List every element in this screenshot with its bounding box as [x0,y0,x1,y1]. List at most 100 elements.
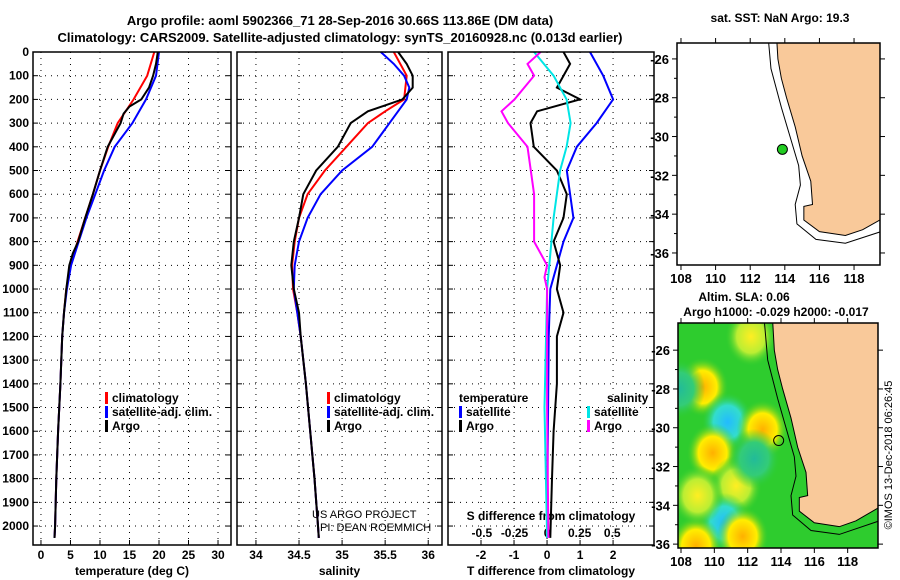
lat-tick-label: -26 [650,52,669,67]
series-line-temperature-satellite [546,51,615,538]
x-tick-label: 20 [152,548,166,562]
lat-tick-label: -30 [650,130,669,145]
s-tick-label: 0.5 [604,526,621,540]
sla-map-subtitle: Argo h1000: -0.029 h2000: -0.017 [683,305,869,319]
sla-anomaly-teal [728,428,781,489]
lat-tick-label: -32 [650,168,669,183]
y-tick-label: 1200 [2,329,29,343]
lon-tick-label: 112 [737,554,758,569]
lon-tick-label: 116 [804,554,825,569]
lat-tick-label: -30 [651,421,670,436]
x-tick-label: 25 [182,548,196,562]
y-tick-label: 0 [22,45,29,59]
lon-tick-label: 114 [774,271,796,286]
y-tick-label: 200 [9,92,29,106]
sla-anomaly-mid [678,465,724,526]
x-tick-label: 35 [335,548,349,562]
sla-anomaly-teal [678,358,706,419]
map-content [677,43,880,265]
lat-tick-label: -28 [651,382,670,397]
lat-tick-label: -26 [651,343,670,358]
legend-label: Argo [466,419,494,433]
bathymetry-contour [768,43,880,244]
panel-salinity: 34 34.5 35 35.5 36 salinity climatologysatelli… [236,51,443,578]
x-tick-label: 0 [544,548,551,562]
x-tick-label: 30 [211,548,225,562]
lon-tick-label: 118 [837,554,858,569]
plot-frame [236,51,443,546]
map-content [678,323,878,548]
lon-tick-label: 110 [704,554,725,569]
y-tick-label: 500 [9,164,29,178]
x-axis-label: salinity [319,564,361,578]
legend-swatch [105,420,108,432]
legend-label: Argo [594,419,622,433]
lon-tick-label: 110 [705,271,726,286]
y-tick-label: 1500 [2,401,29,415]
legend-swatch [587,406,590,418]
lat-tick-label: -34 [650,207,670,222]
series-line-climatology [53,51,156,538]
legend-label: Argo [112,419,140,433]
y-tick-label: 1700 [2,448,29,462]
panel-sla-map: 108 110 112 114 116 118 -26 -28 -30 -32 -34 -36 Alti… [651,290,883,569]
legend-swatch [327,406,330,418]
credit-line-2: PI: DEAN ROEMMICH [320,522,431,534]
series-line-satellite-adj-clim- [292,51,411,538]
legend-swatch [459,420,462,432]
bathymetry-contour [763,323,878,535]
legend-swatch [105,406,108,418]
lon-tick-label: 116 [809,271,830,286]
x-tick-label: 34.5 [287,548,311,562]
legend-swatch [105,392,108,404]
y-tick-label: 700 [9,211,29,225]
legend-label: climatology [334,391,401,405]
lat-tick-label: -36 [650,246,669,261]
legend-swatch [459,406,462,418]
x-tick-label: 15 [123,548,137,562]
x-tick-label: 0 [38,548,45,562]
x-tick-label: 36 [422,548,436,562]
s-tick-label: -0.5 [472,526,493,540]
sla-anomaly-mid [725,323,777,367]
legend-label: climatology [112,391,179,405]
x-tick-label: 10 [93,548,107,562]
legend-label: Argo [334,419,362,433]
land [776,43,880,237]
lon-tick-label: 112 [740,271,761,286]
x-tick-label: 35.5 [373,548,397,562]
lat-tick-label: -32 [651,460,670,475]
title-line-1: Argo profile: aoml 5902366_71 28-Sep-201… [127,13,553,28]
legend-label: satellite-adj. clim. [112,405,212,419]
y-tick-label: 2000 [2,519,29,533]
x-tick-label: -2 [476,548,487,562]
legend-swatch [587,420,590,432]
argo-float-marker [776,143,788,155]
sst-map-title: sat. SST: NaN Argo: 19.3 [711,11,850,25]
x-axis-label: temperature (deg C) [75,564,189,578]
lat-tick-label: -36 [651,537,670,552]
y-tick-label: 1100 [3,306,29,320]
x-tick-label: -1 [509,548,520,562]
lon-tick-label: 118 [844,271,865,286]
legend-label: satellite [466,405,511,419]
legend-label: satellite [594,405,639,419]
sla-map-title: Altim. SLA: 0.06 [698,290,790,304]
plot-frame [447,51,655,546]
plot-frame [32,51,232,546]
panel-difference: -2 -1 0 1 2-0.5 -0.25 0 0.25 0.5S difference fro… [447,51,655,578]
credit-line-1: US ARGO PROJECT [312,509,417,521]
series-line-argo [290,51,414,538]
sla-anomaly-high [678,516,722,548]
y-tick-label: 1800 [2,472,29,486]
y-tick-label: 1400 [2,377,29,391]
map-frame [677,322,879,549]
series-line-temperature-argo [529,51,583,538]
x-tick-label: 5 [67,548,74,562]
legend-label: satellite-adj. clim. [334,405,434,419]
y-tick-label: 800 [9,235,29,249]
lon-tick-label: 114 [771,554,793,569]
series-line-argo [53,51,159,538]
lat-tick-label: -28 [650,91,669,106]
